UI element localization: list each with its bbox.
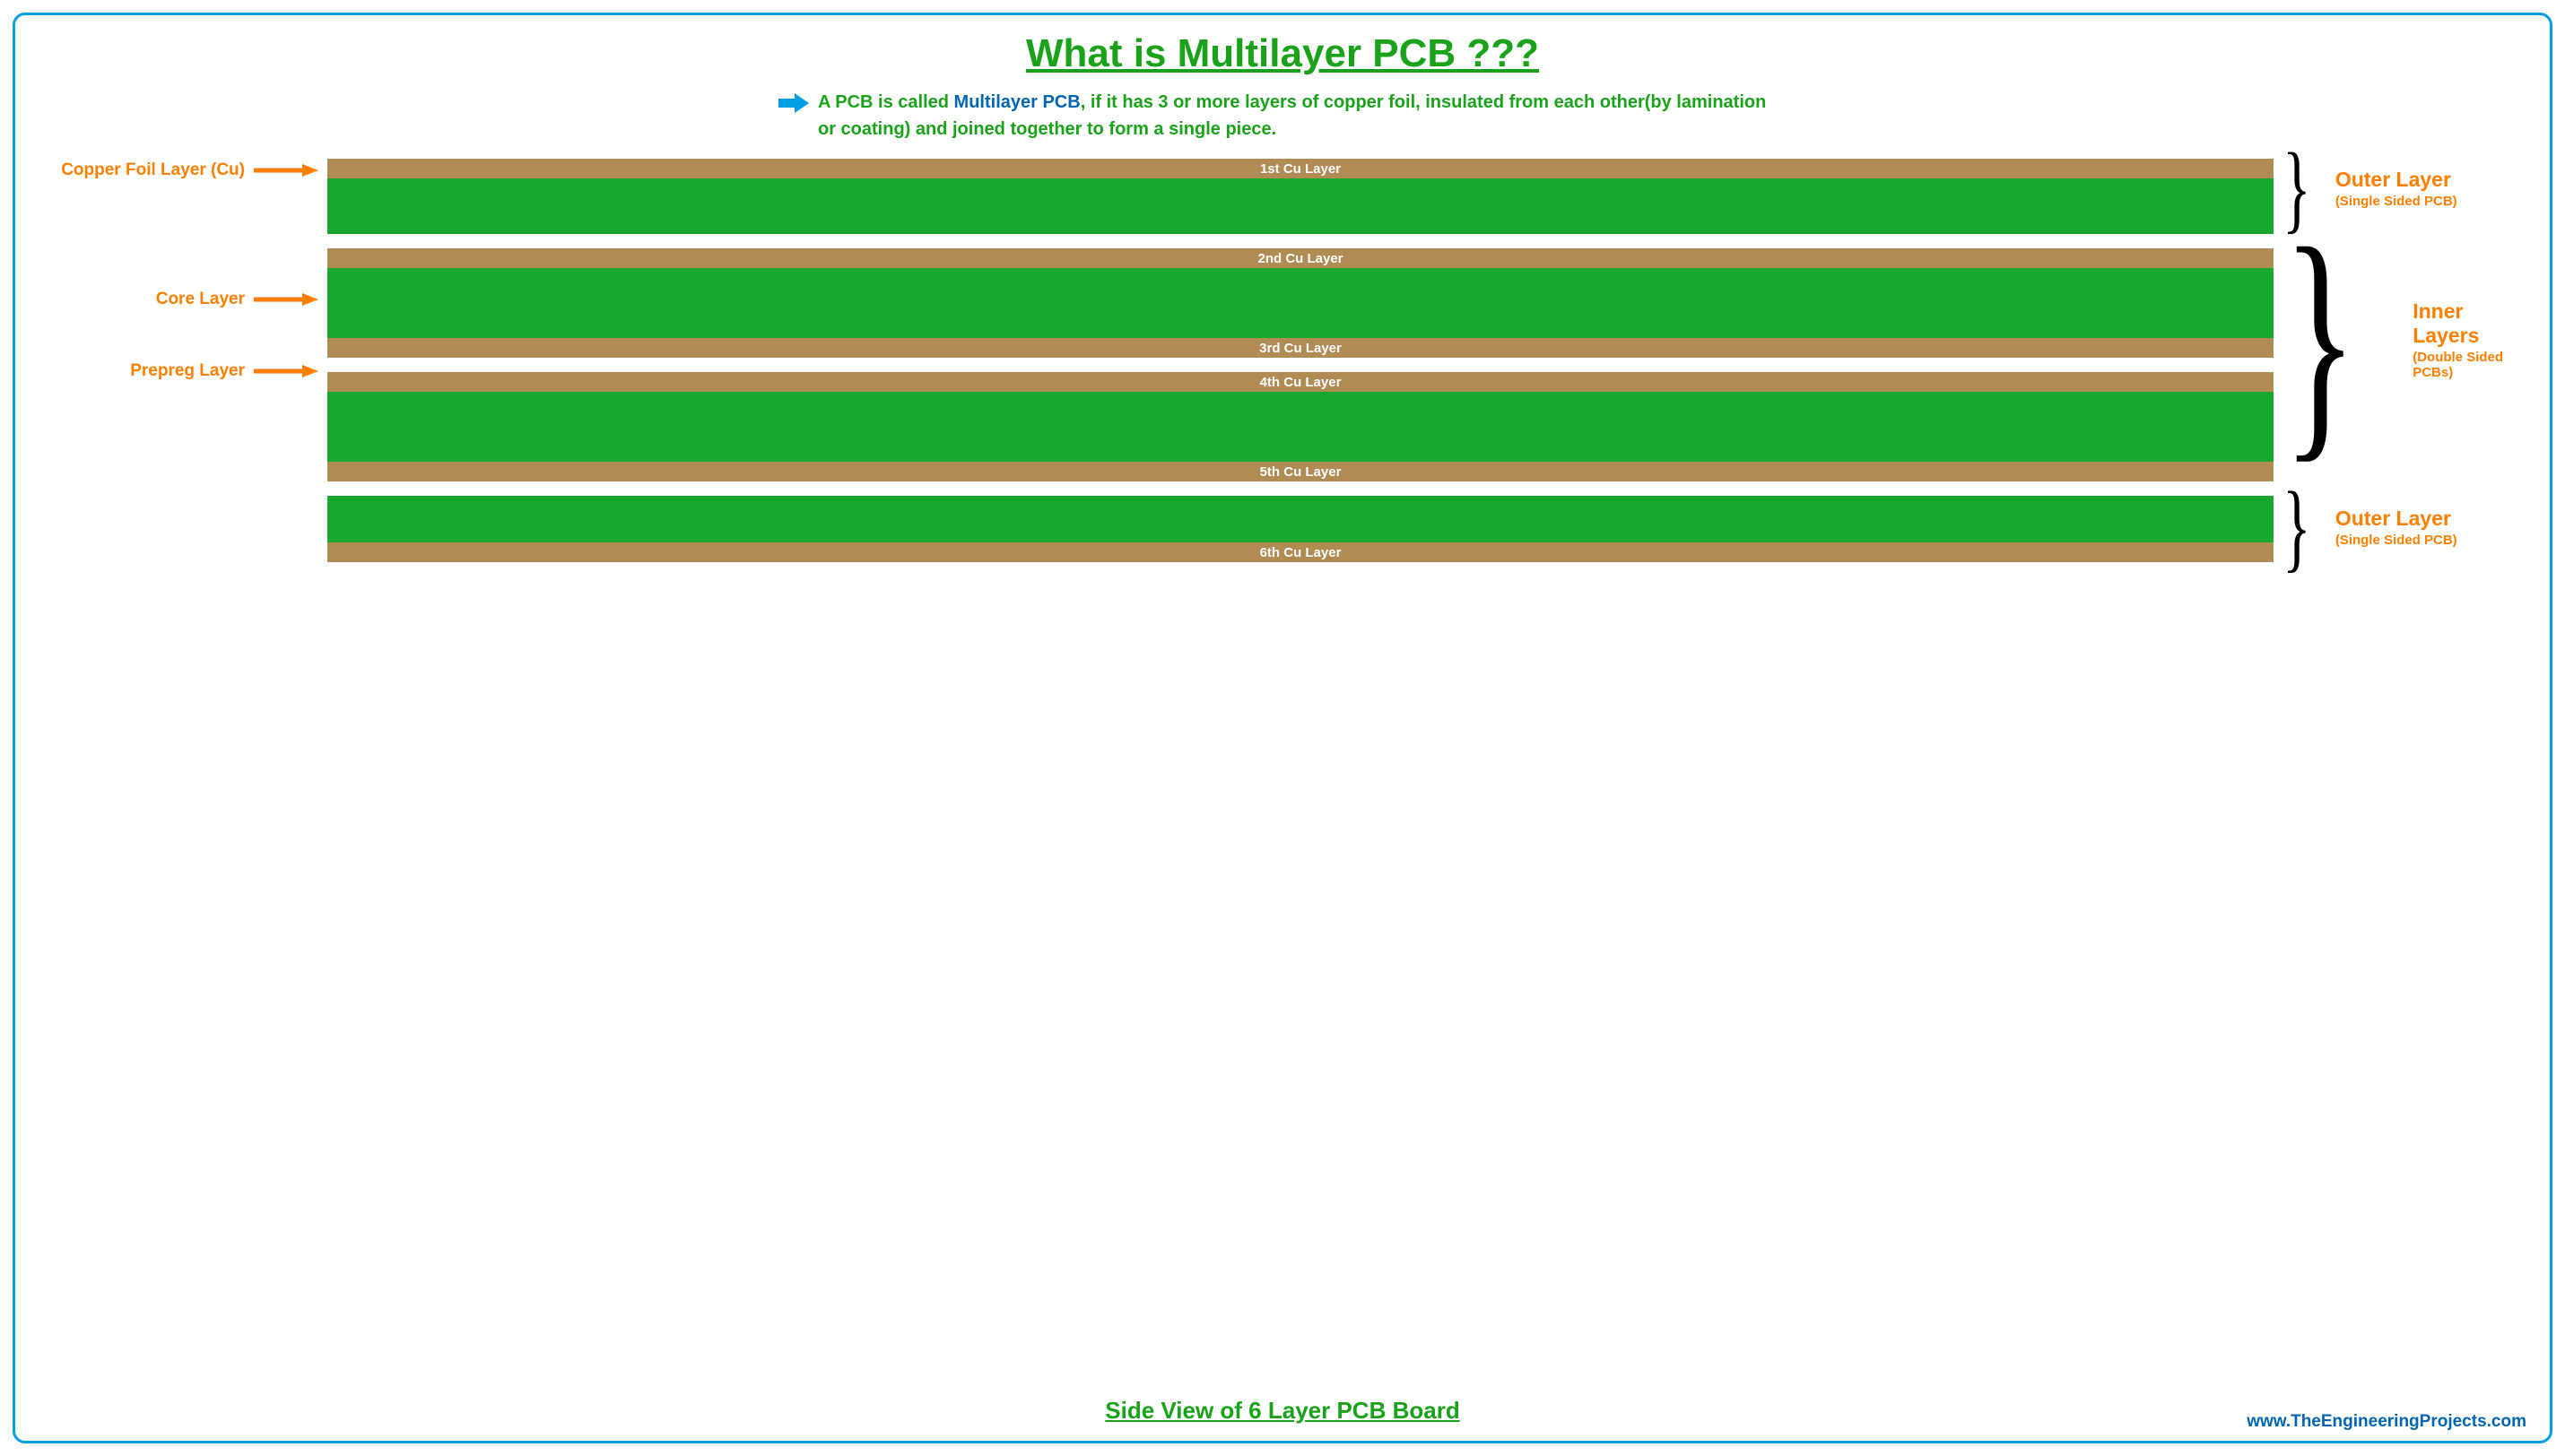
label-core-text: Core Layer (156, 290, 245, 309)
brace-icon: } (2282, 492, 2311, 561)
label-copper-foil: Copper Foil Layer (Cu) (61, 160, 318, 180)
main-title: What is Multilayer PCB ??? (40, 31, 2525, 76)
definition-highlight: Multilayer PCB (954, 92, 1081, 112)
definition-text: A PCB is called Multilayer PCB, if it ha… (818, 89, 1787, 143)
core-layer-bottom (327, 496, 2274, 542)
core-layer-top (327, 178, 2274, 234)
definition-row: A PCB is called Multilayer PCB, if it ha… (40, 89, 2525, 143)
outer-bottom-sub: (Single Sided PCB) (2335, 533, 2457, 548)
inner-sub: (Double Sided PCBs) (2413, 350, 2525, 380)
outer-top-main: Outer Layer (2335, 168, 2457, 192)
prepreg-gap-3 (327, 481, 2274, 496)
brace-icon: } (2282, 248, 2358, 430)
diagram-frame: What is Multilayer PCB ??? A PCB is call… (13, 13, 2552, 1443)
inner-main: Inner Layers (2413, 299, 2525, 348)
label-core: Core Layer (156, 290, 318, 309)
inner-group-1: 2nd Cu Layer 3rd Cu Layer (327, 248, 2274, 358)
cu-layer-5: 5th Cu Layer (327, 462, 2274, 481)
cu-layer-1: 1st Cu Layer (327, 159, 2274, 178)
cu-layer-6: 6th Cu Layer (327, 542, 2274, 562)
outer-bottom-main: Outer Layer (2335, 507, 2457, 531)
arrow-icon (254, 292, 318, 307)
core-layer-inner-2 (327, 392, 2274, 462)
prepreg-gap-1 (327, 234, 2274, 248)
credit-link[interactable]: www.TheEngineeringProjects.com (2247, 1412, 2526, 1432)
right-group-inner: } Inner Layers (Double Sided PCBs) (2282, 248, 2525, 430)
layer-stack: 1st Cu Layer 2nd Cu Layer 3rd Cu Layer 4… (327, 159, 2274, 1384)
cu-layer-4: 4th Cu Layer (327, 372, 2274, 392)
label-prepreg: Prepreg Layer (130, 361, 318, 381)
left-labels-column: Copper Foil Layer (Cu) Core Layer Prepre… (40, 159, 318, 1384)
outer-top-group: 1st Cu Layer (327, 159, 2274, 234)
outer-bottom-group: 6th Cu Layer (327, 496, 2274, 562)
prepreg-gap-2 (327, 358, 2274, 372)
subtitle: Side View of 6 Layer PCB Board (40, 1397, 2525, 1425)
diagram-area: Copper Foil Layer (Cu) Core Layer Prepre… (40, 159, 2525, 1384)
cu-layer-3: 3rd Cu Layer (327, 338, 2274, 358)
bullet-arrow-icon (778, 92, 809, 118)
core-layer-inner-1 (327, 268, 2274, 338)
definition-prefix: A PCB is called (818, 92, 954, 112)
label-prepreg-text: Prepreg Layer (130, 361, 245, 381)
cu-layer-2: 2nd Cu Layer (327, 248, 2274, 268)
arrow-icon (254, 364, 318, 378)
right-labels-column: } Outer Layer (Single Sided PCB) } Inner… (2282, 159, 2525, 1384)
label-copper-foil-text: Copper Foil Layer (Cu) (61, 160, 245, 180)
inner-group-2: 4th Cu Layer 5th Cu Layer (327, 372, 2274, 481)
arrow-icon (254, 163, 318, 178)
right-group-outer-bottom: } Outer Layer (Single Sided PCB) (2282, 492, 2457, 561)
